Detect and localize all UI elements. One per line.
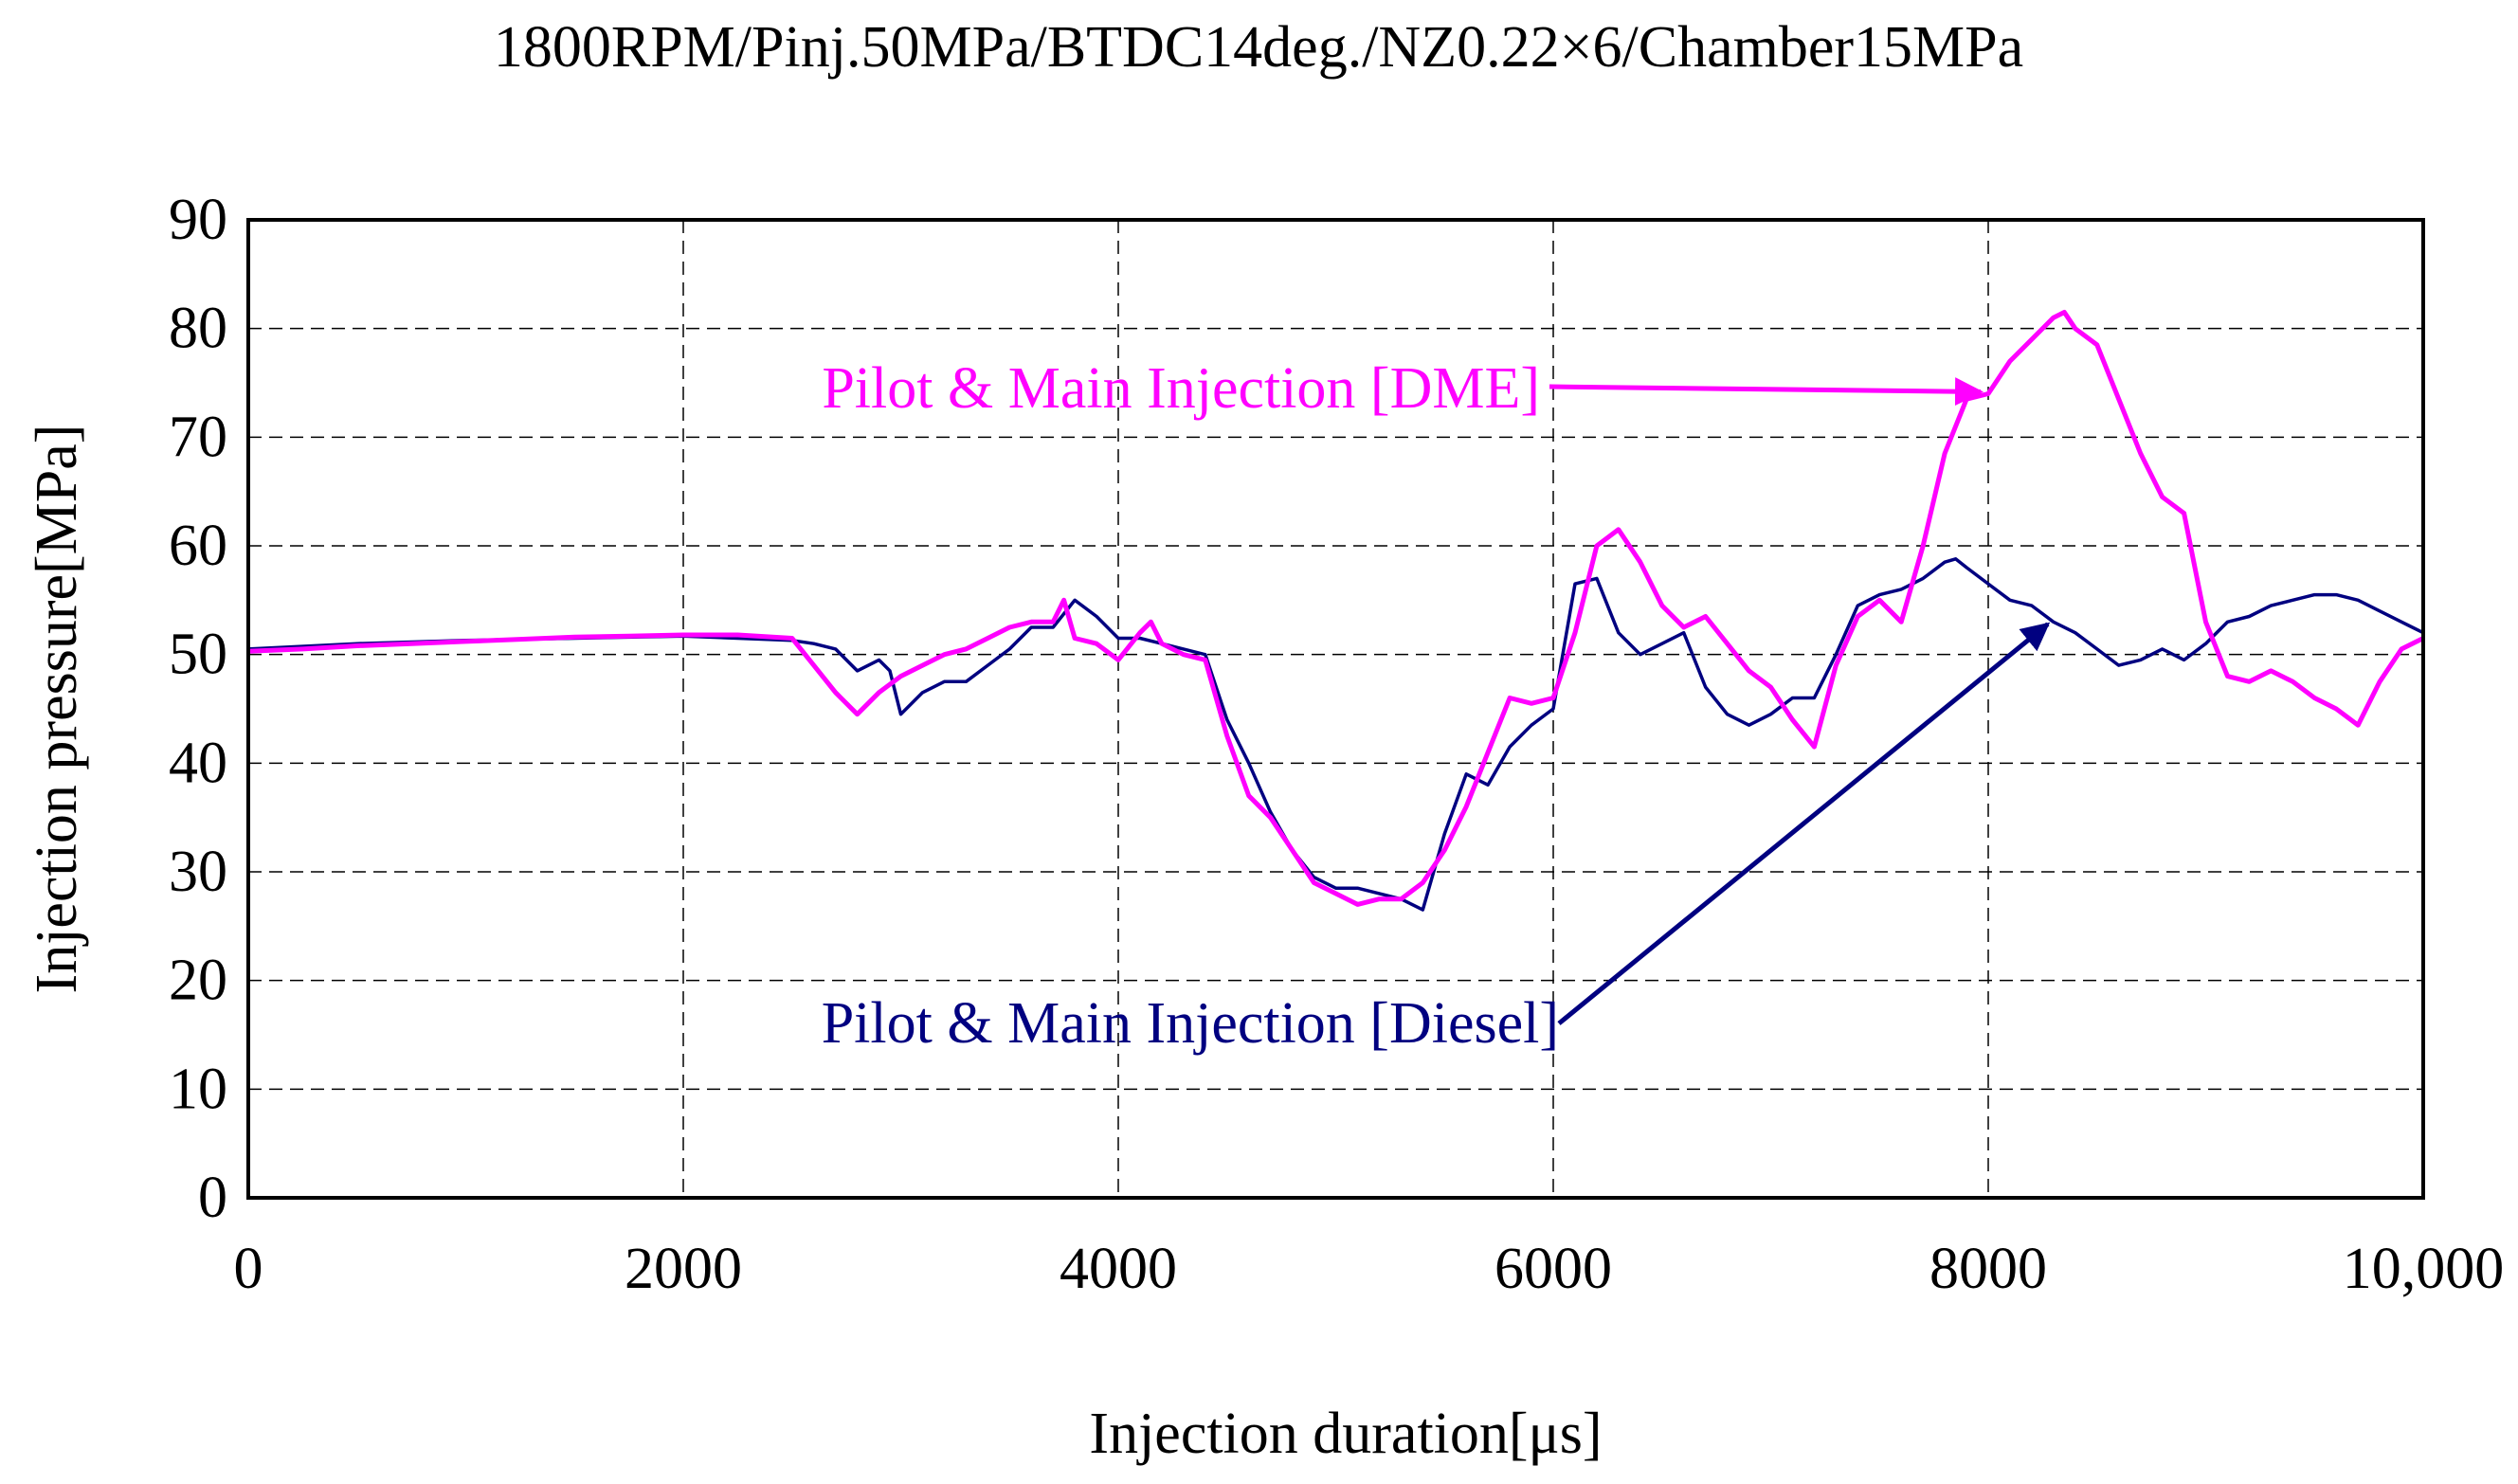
plot-frame bbox=[246, 218, 2425, 1200]
series-layer bbox=[247, 310, 2425, 912]
x-tick-label: 10,000 bbox=[2343, 1237, 2505, 1301]
y-tick-label: 70 bbox=[169, 405, 227, 469]
y-tick-labels: 0 10 20 30 40 50 60 70 80 90 bbox=[169, 188, 227, 1230]
x-tick-label: 6000 bbox=[1494, 1237, 1612, 1301]
series-line-dme bbox=[247, 310, 2425, 907]
y-tick-label: 30 bbox=[169, 840, 227, 904]
x-tick-label: 4000 bbox=[1060, 1237, 1177, 1301]
annotation-dme: Pilot & Main Injection [DME] bbox=[822, 356, 1540, 421]
annotation-arrow-dme bbox=[1549, 377, 1984, 407]
chart-title: 1800RPM/Pinj.50MPa/BTDC14deg./NZ0.22×6/C… bbox=[494, 15, 2023, 80]
series-line-diesel bbox=[247, 557, 2424, 912]
y-tick-label: 90 bbox=[169, 188, 227, 252]
y-tick-label: 50 bbox=[169, 623, 227, 687]
y-axis-label: Injection pressure[MPa] bbox=[25, 425, 89, 994]
y-tick-label: 10 bbox=[169, 1057, 227, 1121]
annotation-arrow-diesel bbox=[1557, 622, 2051, 1025]
annotation-diesel: Pilot & Main Injection [Diesel] bbox=[822, 991, 1559, 1056]
x-tick-label: 2000 bbox=[625, 1237, 742, 1301]
y-tick-label: 0 bbox=[198, 1166, 227, 1230]
y-tick-label: 60 bbox=[169, 514, 227, 578]
y-tick-label: 40 bbox=[169, 731, 227, 795]
y-tick-label: 20 bbox=[169, 949, 227, 1013]
x-tick-label: 0 bbox=[234, 1237, 263, 1301]
x-tick-label: 8000 bbox=[1929, 1237, 2047, 1301]
annotations: Pilot & Main Injection [DME] Pilot & Mai… bbox=[822, 356, 2051, 1056]
x-tick-labels: 0 2000 4000 6000 8000 10,000 bbox=[234, 1237, 2505, 1301]
grid bbox=[248, 220, 2423, 1198]
y-tick-label: 80 bbox=[169, 297, 227, 361]
x-axis-label: Injection duration[μs] bbox=[1089, 1402, 1602, 1466]
